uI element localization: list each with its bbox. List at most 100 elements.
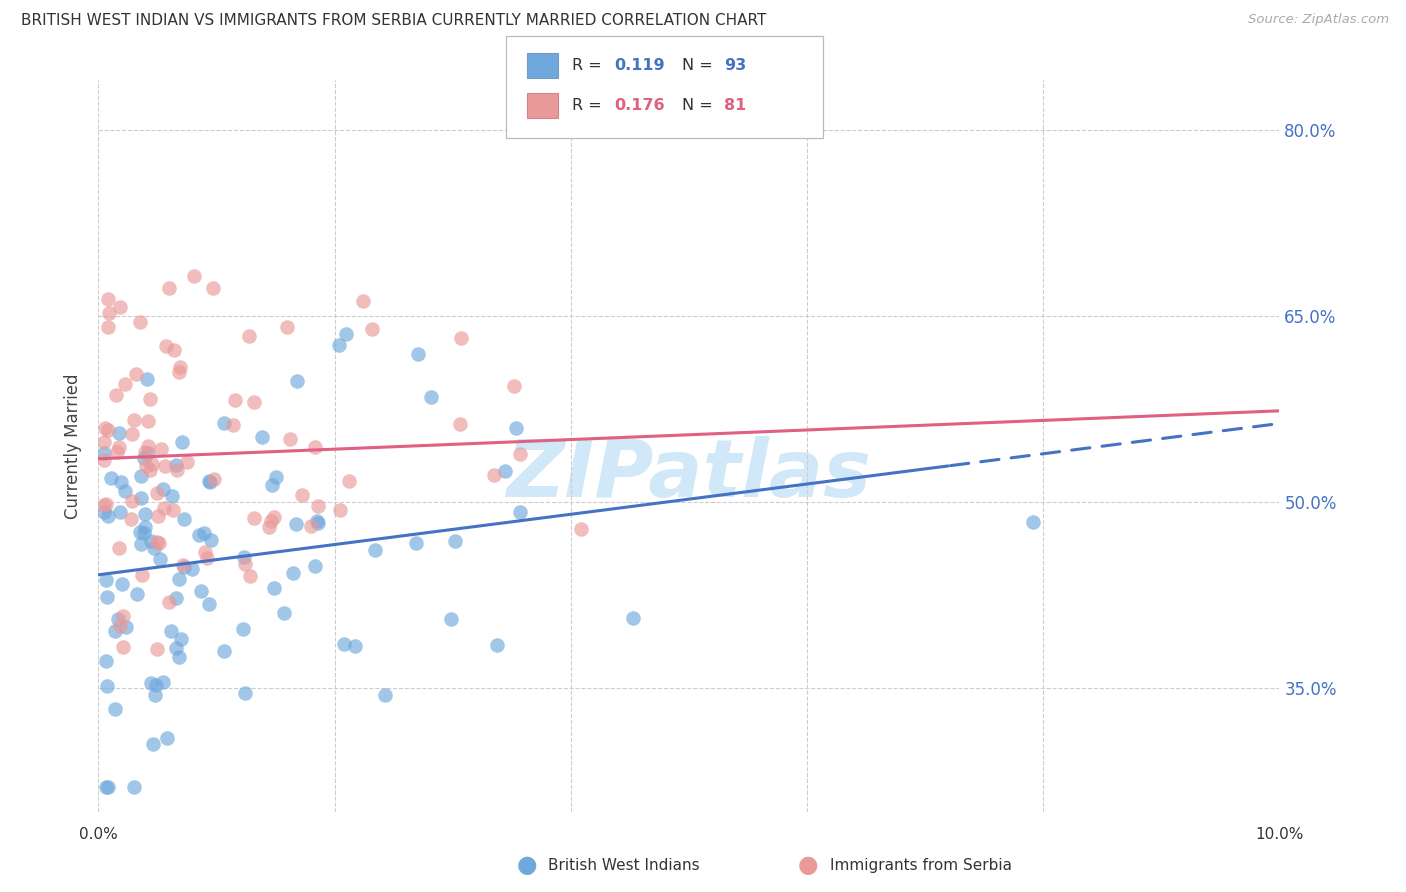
Point	[232, 622, 254, 636]
Point	[172, 558, 194, 572]
Point	[263, 509, 285, 524]
Point	[136, 445, 159, 459]
Point	[104, 702, 127, 716]
Point	[239, 569, 262, 583]
Point	[198, 474, 221, 488]
Point	[406, 347, 429, 361]
Point	[156, 731, 179, 745]
Point	[157, 595, 180, 609]
Point	[214, 416, 236, 430]
Point	[260, 514, 283, 528]
Point	[136, 372, 159, 386]
Point	[132, 451, 155, 466]
Text: BRITISH WEST INDIAN VS IMMIGRANTS FROM SERBIA CURRENTLY MARRIED CORRELATION CHAR: BRITISH WEST INDIAN VS IMMIGRANTS FROM S…	[21, 13, 766, 29]
Point	[160, 624, 183, 638]
Point	[233, 686, 256, 700]
Point	[93, 446, 115, 460]
Point	[139, 462, 162, 476]
Point	[153, 500, 176, 515]
Point	[263, 581, 285, 595]
Point	[224, 393, 246, 408]
Point	[233, 557, 256, 571]
Point	[93, 453, 115, 467]
Point	[141, 534, 163, 549]
Point	[344, 639, 367, 653]
Point	[283, 566, 305, 580]
Point	[202, 472, 225, 486]
Point	[134, 444, 156, 458]
Text: ●: ●	[517, 854, 537, 877]
Point	[405, 536, 427, 550]
Point	[108, 505, 131, 519]
Point	[187, 528, 209, 542]
Point	[114, 620, 136, 634]
Point	[243, 511, 266, 525]
Point	[170, 434, 193, 449]
Point	[97, 320, 120, 334]
Point	[111, 577, 134, 591]
Point	[105, 445, 128, 459]
Point	[98, 306, 121, 320]
Point	[96, 780, 118, 794]
Point	[149, 442, 172, 456]
Point	[139, 675, 162, 690]
Point	[443, 534, 465, 549]
Point	[153, 458, 176, 473]
Point	[273, 606, 295, 620]
Point	[169, 359, 191, 374]
Point	[136, 439, 159, 453]
Point	[250, 430, 273, 444]
Point	[420, 390, 443, 404]
Text: 81: 81	[724, 98, 747, 112]
Point	[96, 679, 118, 693]
Point	[509, 505, 531, 519]
Point	[125, 367, 148, 381]
Point	[111, 640, 134, 654]
Point	[450, 331, 472, 345]
Point	[129, 524, 152, 539]
Point	[94, 573, 117, 587]
Point	[198, 475, 221, 489]
Point	[260, 477, 283, 491]
Point	[163, 343, 186, 357]
Point	[108, 541, 131, 556]
Point	[141, 457, 163, 471]
Point	[291, 488, 314, 502]
Point	[484, 468, 506, 483]
Point	[108, 619, 131, 633]
Point	[257, 520, 280, 534]
Text: British West Indians: British West Indians	[548, 858, 700, 872]
Point	[198, 597, 221, 611]
Point	[146, 485, 169, 500]
Point	[214, 643, 236, 657]
Point	[143, 688, 166, 702]
Point	[304, 559, 326, 574]
Point	[166, 463, 188, 477]
Point	[167, 649, 190, 664]
Point	[127, 587, 149, 601]
Text: ZIPatlas: ZIPatlas	[506, 436, 872, 515]
Point	[103, 624, 125, 638]
Point	[120, 512, 142, 526]
Point	[97, 780, 120, 794]
Point	[621, 611, 644, 625]
Point	[183, 269, 205, 284]
Point	[122, 780, 145, 794]
Text: N =: N =	[682, 58, 718, 72]
Point	[136, 414, 159, 428]
Point	[304, 441, 326, 455]
Point	[94, 497, 117, 511]
Point	[94, 421, 117, 435]
Point	[299, 519, 322, 533]
Point	[97, 424, 120, 438]
Point	[122, 413, 145, 427]
Point	[134, 508, 156, 522]
Point	[276, 319, 298, 334]
Text: ●: ●	[799, 854, 818, 877]
Point	[160, 489, 183, 503]
Point	[167, 366, 190, 380]
Point	[165, 591, 187, 605]
Point	[145, 678, 167, 692]
Point	[374, 688, 396, 702]
Point	[238, 329, 260, 343]
